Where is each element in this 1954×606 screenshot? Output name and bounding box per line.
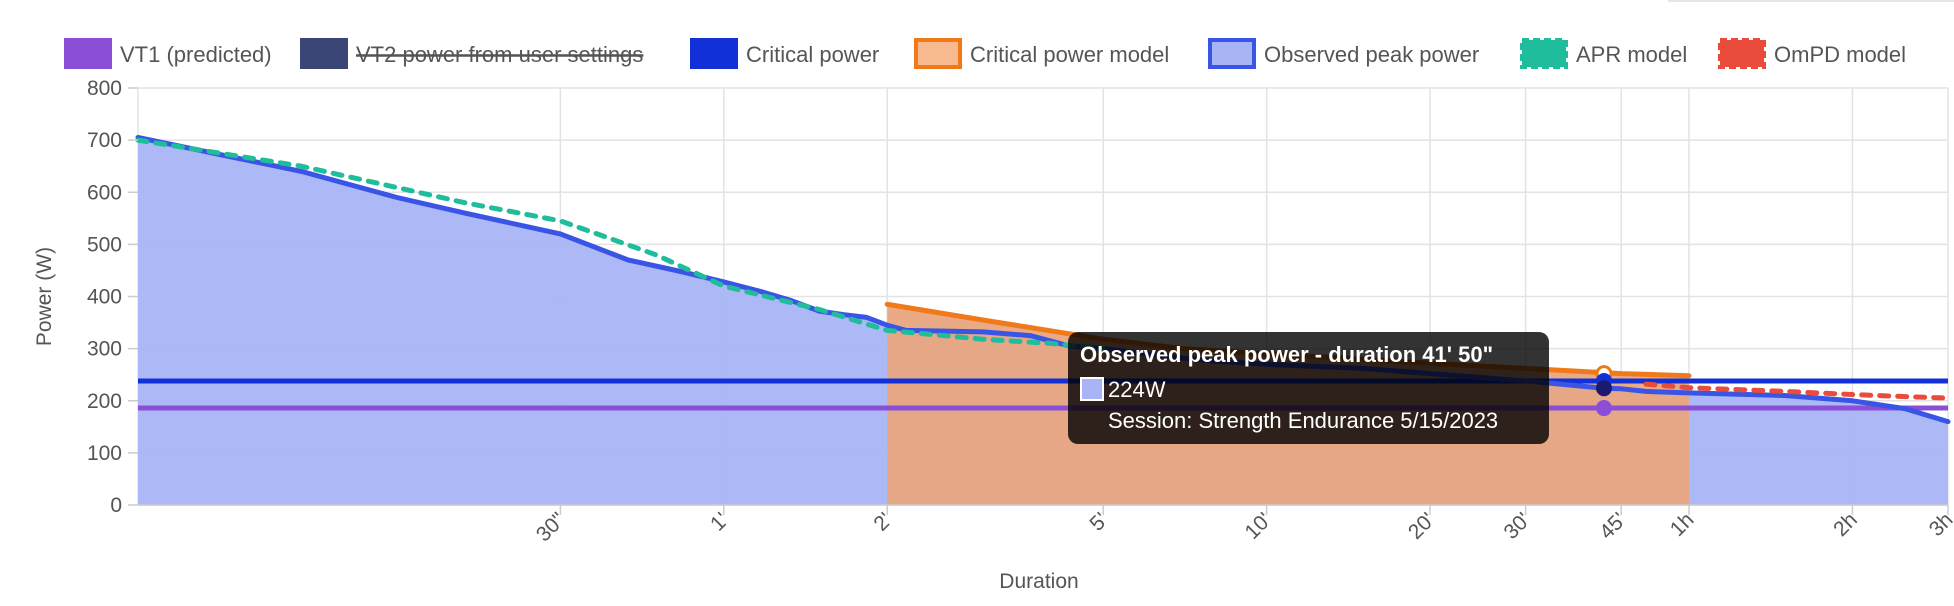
- tooltip-session: Session: Strength Endurance 5/15/2023: [1108, 408, 1498, 433]
- tooltip-swatch: [1080, 377, 1104, 401]
- y-tick-label-600: 600: [87, 181, 122, 204]
- legend-swatch-vt2-power-from-user-settings: [300, 38, 348, 69]
- y-tick-label-700: 700: [87, 129, 122, 152]
- x-tick-label-20: 20': [1404, 508, 1440, 544]
- y-tick-label-400: 400: [87, 286, 122, 309]
- x-tick-label-45: 45': [1595, 508, 1631, 544]
- x-tick-label-30: 30': [1500, 508, 1536, 544]
- x-tick-label-10: 10': [1241, 508, 1277, 544]
- legend-swatch-observed-peak-power: [1208, 38, 1256, 69]
- legend-swatch-apr-model: [1520, 38, 1568, 69]
- legend-label-ompd-model[interactable]: OmPD model: [1774, 42, 1906, 67]
- x-tick-label-5: 5': [1085, 508, 1112, 535]
- y-tick-label-500: 500: [87, 233, 122, 256]
- series-line-ompd-model: [1643, 381, 1951, 401]
- vt1-marker: [1595, 400, 1612, 417]
- legend-swatch-critical-power-model: [914, 38, 962, 69]
- x-tick-label-2: 2': [869, 508, 896, 535]
- x-tick-label-1h: 1h: [1666, 508, 1699, 541]
- legend-label-apr-model[interactable]: APR model: [1576, 42, 1687, 67]
- corner-tab: [1668, 0, 1954, 2]
- tooltip-value: 224W: [1108, 377, 1166, 402]
- x-tick-label-1: 1': [706, 508, 733, 535]
- chart-legend[interactable]: VT1 (predicted) VT2 power from user setti…: [64, 38, 1906, 69]
- tooltip-box: [1068, 332, 1549, 444]
- chart-tooltip: Observed peak power - duration 41' 50" 22…: [1068, 332, 1549, 444]
- legend-label-vt2-power-from-user-settings[interactable]: VT2 power from user settings: [356, 42, 643, 67]
- legend-swatch-critical-power: [690, 38, 738, 69]
- series-line-observed-peak-power: [135, 135, 1951, 425]
- x-axis-title: Duration: [999, 570, 1078, 593]
- legend-label-critical-power-model[interactable]: Critical power model: [970, 42, 1169, 67]
- hover-markers: [1595, 365, 1613, 417]
- y-tick-label-100: 100: [87, 442, 122, 465]
- legend-swatch-ompd-model: [1718, 38, 1766, 69]
- x-tick-label-30: 30": [532, 508, 570, 546]
- y-tick-label-200: 200: [87, 390, 122, 413]
- x-tick-label-3h: 3h: [1925, 508, 1954, 541]
- y-tick-label-300: 300: [87, 338, 122, 361]
- legend-label-observed-peak-power[interactable]: Observed peak power: [1264, 42, 1479, 67]
- tooltip-title: Observed peak power - duration 41' 50": [1080, 342, 1493, 367]
- legend-label-vt1-predicted[interactable]: VT1 (predicted): [120, 42, 272, 67]
- series-lines: [135, 135, 1951, 425]
- series-line-apr-model: [135, 137, 1106, 352]
- x-tick-label-2h: 2h: [1829, 508, 1862, 541]
- y-tick-label-800: 800: [87, 77, 122, 100]
- observed-peak-power-marker: [1595, 380, 1612, 397]
- y-axis-title: Power (W): [33, 247, 56, 346]
- y-tick-label-0: 0: [110, 494, 122, 517]
- legend-label-critical-power[interactable]: Critical power: [746, 42, 879, 67]
- legend-swatch-vt1-predicted: [64, 38, 112, 69]
